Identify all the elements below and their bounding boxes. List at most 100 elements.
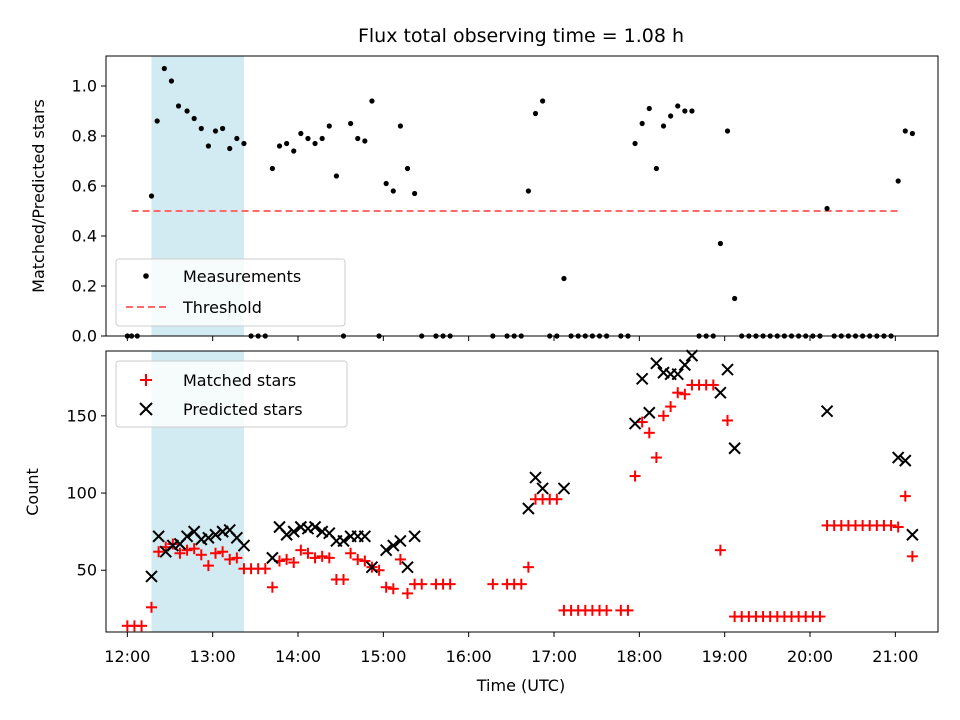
predicted-star-point — [358, 530, 372, 543]
measurement-point — [161, 65, 167, 72]
top-x-ticks — [126, 336, 896, 341]
measurement-point — [525, 188, 532, 194]
x-tick-label: 16:00 — [446, 647, 492, 666]
measurement-point — [198, 125, 204, 132]
measurement-point — [895, 178, 901, 184]
y-tick-label: 100 — [66, 484, 97, 503]
matched-star-point — [707, 379, 719, 391]
matched-star-point — [814, 611, 826, 623]
matched-star-point — [309, 552, 321, 564]
matched-star-point — [650, 452, 662, 464]
x-tick-label: 21:00 — [872, 647, 918, 666]
legend-matched-label: Matched stars — [183, 371, 296, 390]
measurement-point — [312, 140, 318, 147]
predicted-star-point — [202, 531, 215, 545]
matched-star-point — [601, 604, 613, 616]
measurement-point — [675, 103, 681, 109]
measurement-point — [348, 120, 354, 127]
matched-star-point — [487, 578, 499, 590]
bottom-legend-box — [115, 360, 348, 428]
matched-star-point — [643, 427, 655, 439]
measurement-point — [269, 165, 275, 172]
measurement-point — [168, 78, 175, 84]
bottom-axes-frame — [105, 350, 939, 633]
matched-star-point — [679, 388, 691, 400]
matched-star-point — [266, 581, 278, 593]
y-tick-label: 0.0 — [72, 327, 97, 346]
predicted-star-point — [145, 570, 158, 583]
measurement-point — [154, 118, 160, 124]
measurement-point — [902, 128, 908, 134]
measurement-point — [175, 103, 182, 109]
bottom-legend: Matched stars Predicted stars — [115, 360, 348, 428]
predicted-star-point — [379, 543, 393, 557]
top-panel: 0.0 0.2 0.4 0.6 0.8 1.0 Matched/Predicted sta… — [29, 55, 939, 346]
matched-star-point — [217, 546, 229, 558]
legend-matched-marker — [140, 374, 152, 386]
measurement-point — [234, 135, 240, 142]
predicted-star-point — [237, 539, 251, 552]
predicted-star-point — [557, 482, 571, 495]
measurement-point — [653, 165, 660, 172]
measurement-point — [333, 173, 339, 179]
x-tick-label: 18:00 — [616, 647, 662, 666]
matched-star-points — [121, 379, 918, 632]
measurement-point — [532, 110, 539, 117]
measurement-point — [305, 135, 311, 142]
predicted-star-point — [685, 349, 699, 362]
matched-star-point — [629, 470, 641, 482]
measurement-point — [646, 105, 652, 112]
x-tick-label: 12:00 — [104, 647, 150, 666]
measurement-point — [909, 130, 916, 137]
measurement-point — [732, 295, 738, 302]
matched-star-point — [672, 387, 684, 399]
matched-star-point — [302, 547, 314, 559]
measurement-point — [404, 165, 411, 172]
predicted-star-point — [180, 530, 194, 543]
matched-star-point — [259, 563, 271, 575]
matched-star-point — [906, 550, 918, 562]
matched-star-point — [387, 583, 399, 595]
matched-star-point — [899, 490, 911, 502]
measurement-point — [639, 120, 645, 127]
matched-star-point — [622, 604, 634, 616]
matched-star-point — [153, 546, 165, 558]
predicted-star-point — [266, 551, 279, 565]
matched-star-point — [359, 555, 371, 567]
matched-star-point — [892, 521, 904, 533]
x-tick-label: 17:00 — [531, 647, 577, 666]
matched-star-point — [338, 574, 350, 586]
measurement-point — [284, 140, 290, 147]
matched-star-point — [402, 587, 414, 599]
measurement-point — [326, 123, 332, 129]
predicted-star-point — [152, 530, 165, 543]
predicted-star-point — [401, 560, 414, 574]
matched-star-point — [210, 547, 222, 559]
predicted-star-point — [280, 528, 293, 541]
measurement-point — [191, 115, 197, 122]
measurement-point — [276, 143, 283, 149]
predicted-star-point — [408, 530, 421, 543]
matched-star-point — [515, 578, 527, 590]
measurement-point — [724, 128, 731, 134]
matched-star-point — [394, 553, 406, 565]
legend-predicted-label: Predicted stars — [183, 400, 303, 419]
measurement-point — [362, 138, 368, 144]
predicted-star-point — [714, 386, 727, 399]
measurement-point — [291, 148, 297, 154]
matched-star-point — [714, 544, 726, 556]
y-tick-label: 150 — [66, 406, 97, 425]
measurement-point — [561, 275, 567, 282]
matched-star-point — [444, 578, 456, 590]
legend-predicted-marker — [139, 402, 153, 416]
measurement-point — [689, 108, 695, 114]
predicted-star-point — [337, 534, 350, 548]
top-legend-box — [115, 258, 346, 327]
measurement-point — [540, 98, 546, 104]
predicted-star-point — [678, 358, 692, 372]
y-tick-label: 0.2 — [72, 277, 97, 296]
matched-star-point — [174, 547, 186, 559]
measurement-point — [220, 125, 226, 132]
y-tick-label: 1.0 — [72, 77, 97, 96]
